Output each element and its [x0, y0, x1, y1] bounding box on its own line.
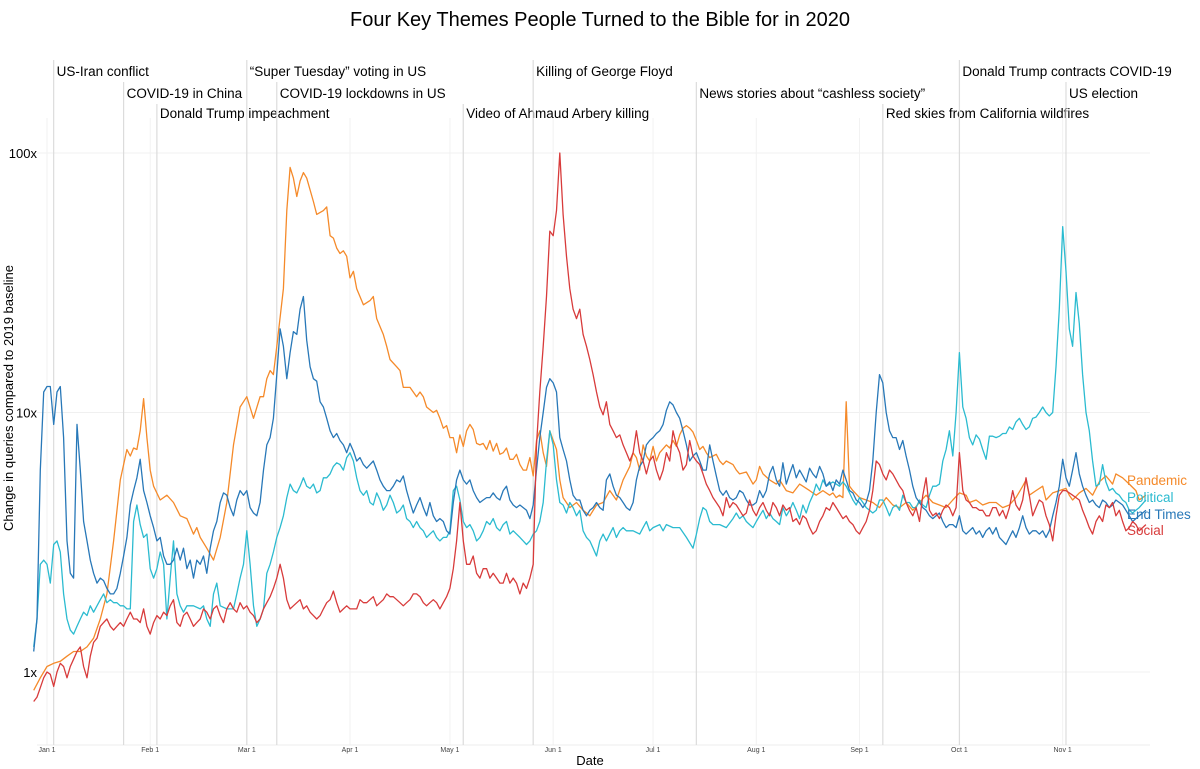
event-label: US election [1069, 86, 1138, 101]
event-label: Red skies from California wildfires [886, 106, 1090, 121]
legend-label-pandemic: Pandemic [1127, 473, 1187, 488]
y-axis-label: Change in queries compared to 2019 basel… [1, 265, 16, 531]
y-axis-ticks: 1x 10x 100x [9, 146, 38, 680]
series-line-end-times [33, 295, 1147, 652]
x-tick-label: Feb 1 [141, 747, 159, 754]
event-label: US-Iran conflict [57, 64, 150, 79]
chart-title: Four Key Themes People Turned to the Bib… [350, 9, 850, 31]
series-lines [33, 152, 1147, 702]
event-label: Donald Trump contracts COVID-19 [962, 64, 1171, 79]
x-tick-label: Jul 1 [646, 747, 661, 754]
x-tick-label: Jun 1 [545, 747, 562, 754]
x-axis-ticks: Jan 1 Feb 1 Mar 1 Apr 1 May 1 Jun 1 Jul 1 Aug 1… [38, 747, 1071, 754]
gridlines [37, 118, 1150, 746]
legend-label-political: Political [1127, 490, 1174, 505]
event-label: COVID-19 in China [127, 86, 243, 101]
event-label: Donald Trump impeachment [160, 106, 330, 121]
x-tick-label: Jan 1 [38, 747, 55, 754]
x-tick-label: Mar 1 [238, 747, 256, 754]
legend-label-social: Social [1127, 523, 1164, 538]
event-label: COVID-19 lockdowns in US [280, 86, 446, 101]
event-label: Video of Ahmaud Arbery killing [466, 106, 649, 121]
y-tick-label: 10x [16, 406, 37, 421]
x-tick-label: Nov 1 [1054, 747, 1072, 754]
series-line-political [33, 226, 1147, 647]
y-tick-label: 1x [23, 665, 37, 680]
event-label: Killing of George Floyd [536, 64, 673, 79]
x-tick-label: Aug 1 [747, 747, 765, 754]
x-tick-label: Oct 1 [951, 747, 968, 754]
x-tick-label: May 1 [440, 747, 459, 754]
x-tick-label: Sep 1 [850, 747, 868, 754]
event-label: “Super Tuesday” voting in US [250, 64, 426, 79]
x-axis-label: Date [576, 753, 603, 768]
series-line-pandemic [33, 166, 1147, 691]
y-tick-label: 100x [9, 146, 38, 161]
event-label: News stories about “cashless society” [699, 86, 925, 101]
event-annotations: US-Iran conflict COVID-19 in China Donald … [53, 60, 1172, 745]
legend-label-end-times: End Times [1127, 507, 1191, 522]
x-tick-label: Apr 1 [342, 747, 359, 754]
series-line-social [33, 152, 1147, 702]
